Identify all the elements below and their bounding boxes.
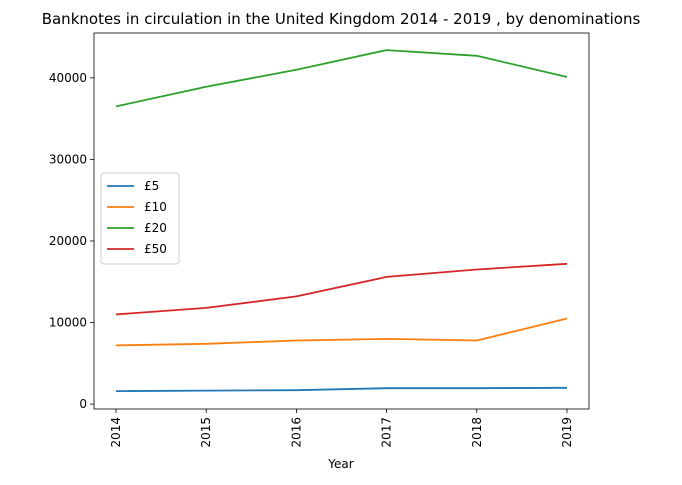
series-line [115,317,568,347]
x-tick-label: 2014 [109,417,123,448]
legend-box [100,172,180,265]
y-tick-label: 0 [79,397,87,411]
legend-label: £5 [144,179,159,193]
legend-label: £50 [144,242,167,256]
x-tick-label: 2015 [199,417,213,448]
x-axis-label: Year [327,457,353,471]
series-layer [115,49,568,392]
plot-area [93,32,590,410]
series-line [115,49,568,108]
series-line [115,262,568,316]
plot-frame [93,32,590,410]
x-axis: 2014 2015 2016 2017 2018 2019 [109,409,574,448]
legend-label: £10 [144,200,167,214]
y-tick-label: 40000 [49,71,87,85]
y-tick-label: 20000 [49,234,87,248]
x-tick-label: 2019 [560,417,574,448]
series-line [115,386,568,392]
x-tick-label: 2018 [470,417,484,448]
y-tick-label: 30000 [49,152,87,166]
legend-label: £20 [144,221,167,235]
y-axis: 0 10000 20000 30000 40000 [49,71,94,411]
x-tick-label: 2017 [380,417,394,448]
y-tick-label: 10000 [49,316,87,330]
chart-title: Banknotes in circulation in the United K… [42,10,641,28]
x-tick-label: 2016 [289,417,303,448]
legend: £5 £10 £20 £50 [100,172,180,265]
